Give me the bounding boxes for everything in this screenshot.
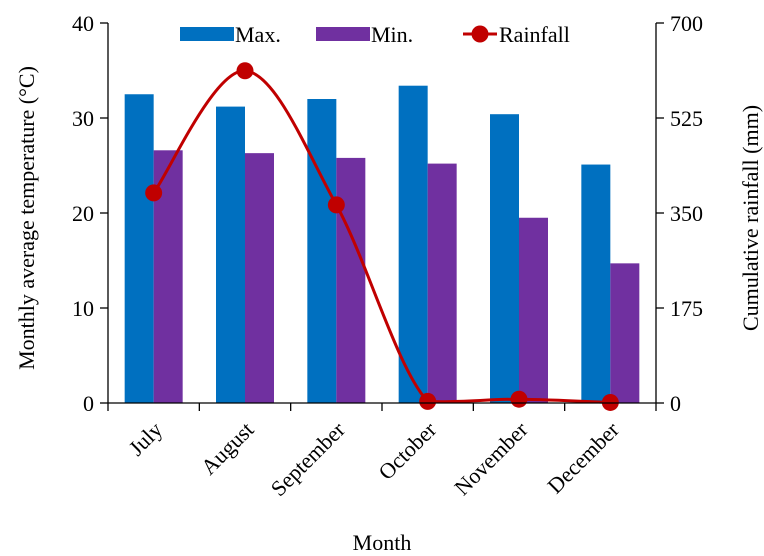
y-tick-label: 40 bbox=[72, 11, 94, 36]
x-axis-title: Month bbox=[353, 530, 412, 555]
y-axis-title: Monthly average temperature (°C) bbox=[14, 66, 39, 370]
y2-tick-label: 525 bbox=[670, 106, 703, 131]
y-tick-label: 10 bbox=[72, 296, 94, 321]
bar-max-december bbox=[581, 164, 611, 403]
bar-max-october bbox=[398, 85, 428, 403]
y2-tick-label: 0 bbox=[670, 391, 681, 416]
legend-swatch-max bbox=[180, 27, 234, 41]
rainfall-point-july bbox=[145, 184, 163, 202]
y2-tick-label: 350 bbox=[670, 201, 703, 226]
bar-min-december bbox=[610, 263, 640, 403]
legend-marker-rainfall bbox=[471, 25, 489, 43]
legend-label-min: Min. bbox=[371, 22, 413, 47]
legend-swatch-min bbox=[316, 27, 370, 41]
legend-label-max: Max. bbox=[235, 22, 281, 47]
legend: Max. Min. Rainfall bbox=[180, 22, 570, 47]
bar-max-september bbox=[307, 99, 337, 403]
bar-min-september bbox=[336, 157, 366, 403]
bar-max-august bbox=[216, 106, 245, 403]
x-tick-label: December bbox=[542, 416, 624, 498]
bar-min-october bbox=[427, 163, 457, 403]
bar-min-august bbox=[245, 153, 274, 403]
bar-max-november bbox=[490, 114, 519, 403]
bar-max-july bbox=[124, 94, 154, 403]
x-tick-label: July bbox=[124, 417, 168, 461]
x-tick-label: November bbox=[449, 416, 533, 500]
rainfall-point-november bbox=[510, 390, 528, 408]
y2-axis-title: Cumulative rainfall (mm) bbox=[738, 105, 763, 331]
x-tick-label: August bbox=[196, 417, 259, 480]
rainfall-point-september bbox=[327, 196, 345, 214]
rainfall-point-august bbox=[236, 62, 254, 80]
y-tick-label: 20 bbox=[72, 201, 94, 226]
y-tick-label: 30 bbox=[72, 106, 94, 131]
x-tick-label: October bbox=[373, 416, 441, 484]
y2-tick-label: 175 bbox=[670, 296, 703, 321]
rainfall-point-october bbox=[419, 392, 437, 410]
y2-tick-label: 700 bbox=[670, 11, 703, 36]
bars-layer bbox=[124, 85, 640, 403]
legend-label-rainfall: Rainfall bbox=[499, 22, 570, 47]
x-tick-label: September bbox=[266, 416, 351, 501]
y-tick-label: 0 bbox=[83, 391, 94, 416]
bar-min-november bbox=[519, 217, 548, 403]
